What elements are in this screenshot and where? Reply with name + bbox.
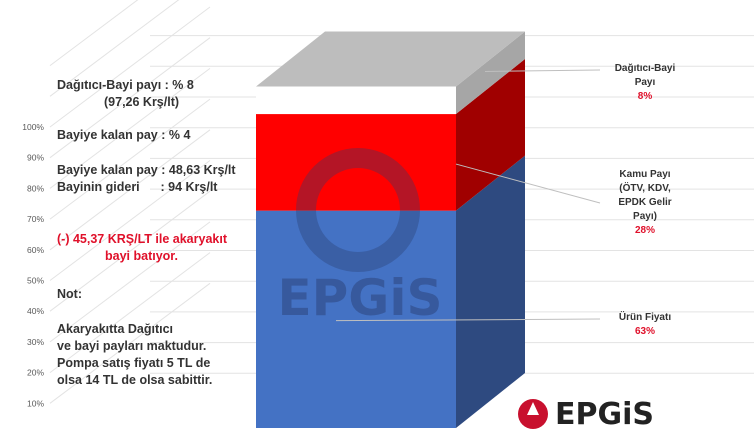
note-heading: Not: <box>57 287 82 301</box>
y-tick-label: 100% <box>22 122 44 132</box>
gridline-diagonal <box>49 160 211 281</box>
bar-segment-side <box>456 155 525 428</box>
gridline-diagonal <box>49 252 211 374</box>
gridline-diagonal <box>49 98 211 220</box>
data-label-name: Payı <box>634 77 656 88</box>
data-label-name: (ÖTV, KDV, <box>619 183 671 194</box>
warning-line: bayi batıyor. <box>105 249 178 263</box>
gridline-diagonal <box>49 6 211 128</box>
gridline-diagonal <box>49 129 211 251</box>
y-tick-label: 40% <box>27 306 44 316</box>
bar-segment-front <box>256 114 456 211</box>
gridline-diagonal <box>49 190 211 312</box>
leader-line <box>455 163 601 204</box>
leader-line <box>335 318 601 322</box>
data-label-name: Dağıtıcı-Bayi <box>614 63 676 74</box>
epgis-logo-text: EPGiS <box>555 397 654 432</box>
bar-segment-side <box>456 31 525 115</box>
y-tick-label: 30% <box>27 337 44 347</box>
y-tick-label: 20% <box>27 368 44 378</box>
y-tick-label: 90% <box>27 153 44 163</box>
data-label-name: Kamu Payı <box>619 169 671 180</box>
data-label-percent: 63% <box>634 326 655 337</box>
watermark-text: EPGiS <box>278 269 443 327</box>
data-label-name: Payı) <box>633 211 657 222</box>
data-label: Dağıtıcı-Bayi Payı 8% <box>590 62 700 104</box>
gridline-diagonal <box>49 0 139 66</box>
note-line: Dağıtıcı-Bayi payı : % 8 <box>57 78 194 92</box>
data-label-percent: 8% <box>637 91 653 102</box>
bar-segment-front <box>256 86 456 115</box>
data-label-percent: 28% <box>634 225 655 236</box>
epgis-logo-icon <box>527 402 539 415</box>
data-label: Kamu Payı (ÖTV, KDV, EPDK Gelir Payı) 28% <box>590 168 700 238</box>
bar-segment-front <box>256 210 456 428</box>
y-tick-label: 80% <box>27 183 44 193</box>
data-label-name: EPDK Gelir <box>618 197 672 208</box>
note-line: olsa 14 TL de olsa sabittir. <box>57 373 213 387</box>
warning-line: (-) 45,37 KRŞ/LT ile akaryakıt <box>57 232 227 246</box>
note-line: Pompa satış fiyatı 5 TL de <box>57 356 211 370</box>
note-line: ve bayi payları maktudur. <box>57 339 207 353</box>
note-line: Bayinin gideri : 94 Krş/lt <box>57 180 218 194</box>
bar-segment-side <box>456 59 525 211</box>
leader-line <box>484 69 601 72</box>
note-line: Bayiye kalan pay : 48,63 Krş/lt <box>57 163 236 177</box>
data-label: Ürün Fiyatı 63% <box>590 311 700 339</box>
watermark-logo-icon <box>296 148 420 272</box>
gridline-diagonal <box>49 0 180 97</box>
y-tick-label: 10% <box>27 398 44 408</box>
gridline-diagonal <box>49 282 211 404</box>
y-tick-label: 50% <box>27 276 44 286</box>
gridline-diagonal <box>49 37 211 159</box>
bar-top-face <box>256 31 525 87</box>
y-tick-label: 60% <box>27 245 44 255</box>
gridline-diagonal <box>49 221 211 343</box>
note-line: Bayiye kalan pay : % 4 <box>57 128 191 142</box>
y-tick-label: 70% <box>27 214 44 224</box>
data-label-name: Ürün Fiyatı <box>618 312 672 323</box>
note-line: (97,26 Krş/lt) <box>104 95 180 109</box>
gridline-diagonal <box>49 68 211 189</box>
note-line: Akaryakıtta Dağıtıcı <box>57 322 174 336</box>
